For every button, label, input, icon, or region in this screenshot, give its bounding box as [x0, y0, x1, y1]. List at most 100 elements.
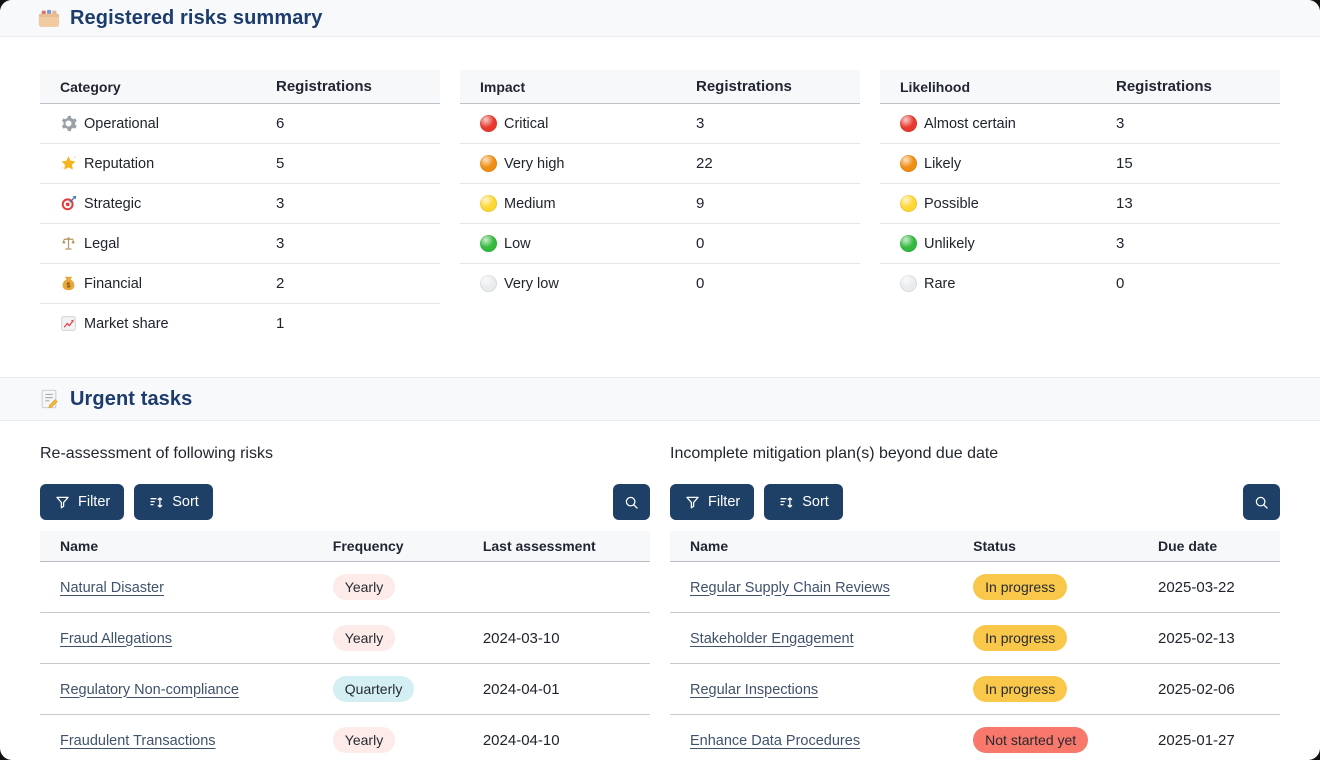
risk-link[interactable]: Natural Disaster — [60, 579, 164, 596]
due-date: 2025-02-06 — [1157, 680, 1235, 698]
likelihood-label: Likely — [924, 155, 962, 172]
table-row: Very low 0 — [460, 263, 860, 303]
status-pill: Not started yet — [973, 727, 1089, 753]
table-row: Almost certain 3 — [880, 104, 1280, 143]
panel-subtitle: Incomplete mitigation plan(s) beyond due… — [670, 445, 999, 462]
registrations-value: 6 — [276, 115, 285, 132]
red-dot-icon — [900, 115, 917, 132]
filter-label: Filter — [78, 494, 111, 510]
registrations-value: 0 — [696, 275, 705, 292]
table-row: Natural Disaster Yearly — [40, 562, 650, 612]
reassessment-panel: Re-assessment of following risks Filter … — [40, 421, 650, 760]
table-header-row: Name Status Due date — [670, 531, 1280, 562]
target-icon — [60, 195, 77, 212]
table-row: Likely 15 — [880, 143, 1280, 183]
category-label: Financial — [84, 275, 143, 292]
column-header: Status — [973, 538, 1016, 554]
registrations-value: 3 — [276, 195, 285, 212]
registrations-value: 0 — [1116, 275, 1125, 292]
green-dot-icon — [480, 235, 497, 252]
sort-button[interactable]: Sort — [764, 484, 843, 520]
sort-label: Sort — [802, 494, 829, 510]
impact-table: Impact Registrations Critical 3 Very hig… — [460, 70, 860, 377]
registrations-value: 2 — [276, 275, 285, 292]
search-button[interactable] — [613, 484, 650, 520]
risk-link[interactable]: Fraud Allegations — [60, 630, 173, 647]
search-button[interactable] — [1243, 484, 1280, 520]
registrations-value: 5 — [276, 155, 285, 172]
column-header: Registrations — [696, 78, 792, 95]
risk-link[interactable]: Fraudulent Transactions — [60, 732, 216, 749]
tasks-section-header: Urgent tasks — [0, 377, 1320, 421]
white-dot-icon — [480, 275, 497, 292]
balance-scale-icon — [60, 235, 77, 252]
column-header: Category — [60, 78, 121, 95]
due-date: 2025-03-22 — [1157, 578, 1235, 596]
frequency-pill: Quarterly — [332, 676, 415, 702]
table-row: Legal 3 — [40, 223, 440, 263]
registrations-value: 3 — [276, 235, 285, 252]
panel-subtitle: Re-assessment of following risks — [40, 445, 273, 462]
registrations-value: 3 — [1116, 115, 1125, 132]
status-pill: In progress — [973, 676, 1068, 702]
card-index-dividers-icon — [38, 7, 60, 29]
frequency-pill: Yearly — [332, 625, 396, 651]
reassessment-table: Name Frequency Last assessment Natural D… — [40, 531, 650, 760]
table-row: $ Financial 2 — [40, 263, 440, 303]
table-row: Regular Inspections In progress 2025-02-… — [670, 663, 1280, 714]
plan-link[interactable]: Stakeholder Engagement — [690, 630, 854, 647]
tasks-title: Urgent tasks — [70, 387, 193, 410]
sort-icon — [778, 494, 795, 511]
filter-label: Filter — [708, 494, 741, 510]
plan-link[interactable]: Regular Supply Chain Reviews — [690, 579, 890, 596]
table-header-row: Name Frequency Last assessment — [40, 531, 650, 562]
column-header: Registrations — [276, 78, 372, 95]
likelihood-label: Possible — [924, 195, 979, 212]
registrations-value: 3 — [696, 115, 705, 132]
last-assessment-date: 2024-04-10 — [482, 731, 560, 749]
table-row: Critical 3 — [460, 104, 860, 143]
column-header: Registrations — [1116, 78, 1212, 95]
table-row: Regulatory Non-compliance Quarterly 2024… — [40, 663, 650, 714]
filter-button[interactable]: Filter — [670, 484, 755, 520]
plan-link[interactable]: Enhance Data Procedures — [690, 732, 861, 749]
table-row: Reputation 5 — [40, 143, 440, 183]
table-header-row: Impact Registrations — [460, 70, 860, 104]
impact-label: Very high — [504, 155, 565, 172]
gear-icon — [60, 115, 77, 132]
category-table: Category Registrations Operational 6 Rep… — [40, 70, 440, 377]
plan-link[interactable]: Regular Inspections — [690, 681, 819, 698]
yellow-dot-icon — [900, 195, 917, 212]
table-row: Possible 13 — [880, 183, 1280, 223]
registrations-value: 1 — [276, 315, 285, 332]
registrations-value: 0 — [696, 235, 705, 252]
chart-increasing-icon — [60, 315, 77, 332]
likelihood-label: Rare — [924, 275, 956, 292]
likelihood-label: Almost certain — [924, 115, 1016, 132]
category-label: Strategic — [84, 195, 142, 212]
table-row: Enhance Data Procedures Not started yet … — [670, 714, 1280, 760]
table-row: Strategic 3 — [40, 183, 440, 223]
likelihood-label: Unlikely — [924, 235, 975, 252]
status-pill: In progress — [973, 574, 1068, 600]
column-header: Last assessment — [482, 538, 596, 554]
table-row: Very high 22 — [460, 143, 860, 183]
risk-link[interactable]: Regulatory Non-compliance — [60, 681, 239, 698]
table-row: Medium 9 — [460, 183, 860, 223]
filter-button[interactable]: Filter — [40, 484, 125, 520]
summary-title: Registered risks summary — [70, 6, 323, 29]
table-row: Market share 1 — [40, 303, 440, 343]
last-assessment-date: 2024-04-01 — [482, 680, 560, 698]
column-header: Likelihood — [900, 78, 970, 95]
category-label: Operational — [84, 115, 159, 132]
table-row: Low 0 — [460, 223, 860, 263]
funnel-icon — [54, 494, 71, 511]
green-dot-icon — [900, 235, 917, 252]
sort-button[interactable]: Sort — [134, 484, 213, 520]
white-dot-icon — [900, 275, 917, 292]
svg-text:$: $ — [66, 281, 70, 290]
table-row: Operational 6 — [40, 104, 440, 143]
table-row: Fraudulent Transactions Yearly 2024-04-1… — [40, 714, 650, 760]
orange-dot-icon — [480, 155, 497, 172]
